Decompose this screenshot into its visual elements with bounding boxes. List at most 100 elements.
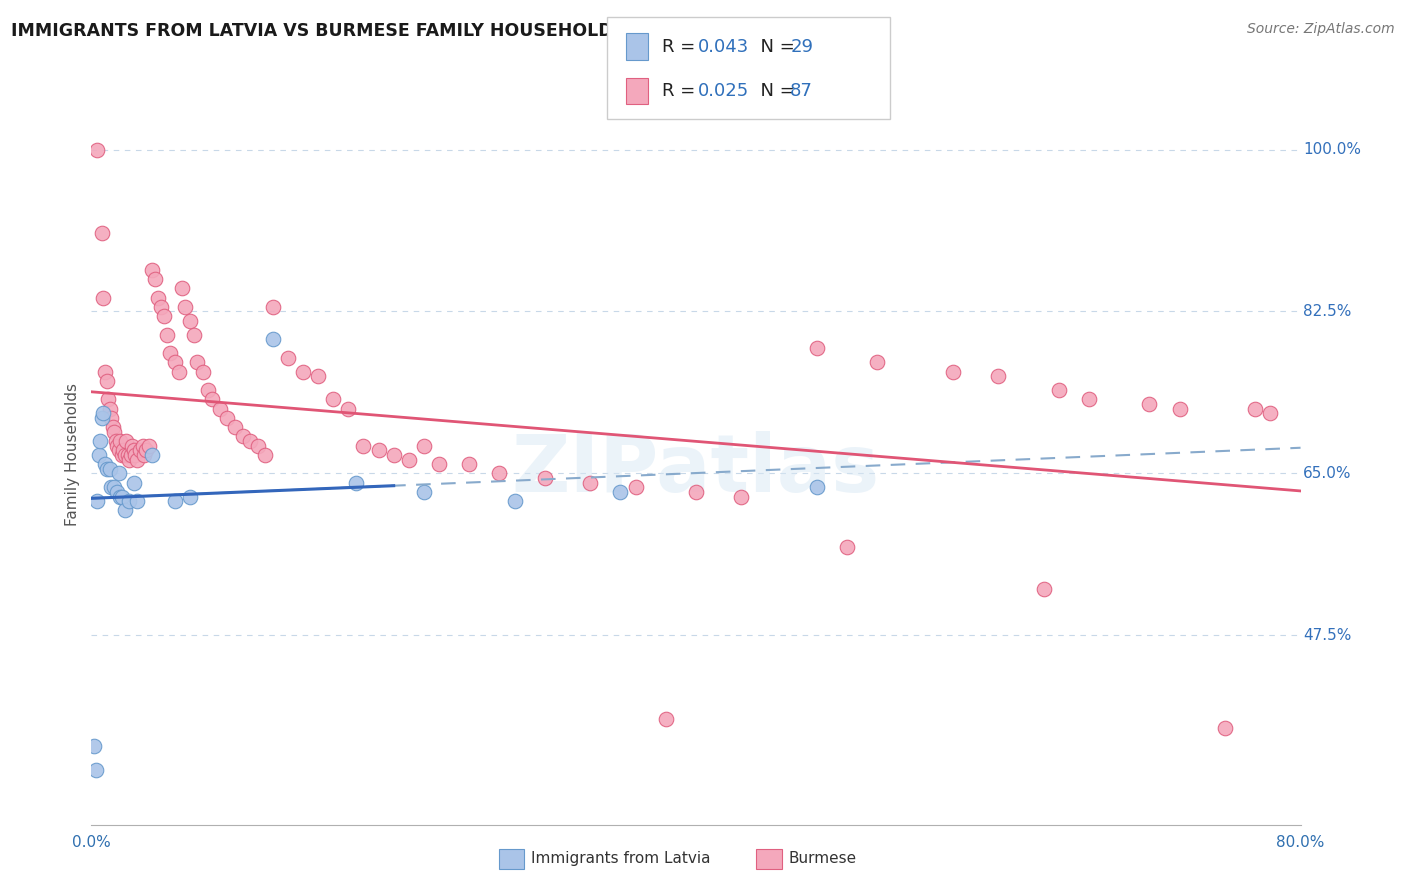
Point: [179, 490, 201, 504]
Point: [488, 467, 510, 481]
Point: [115, 434, 138, 448]
Point: [141, 262, 163, 277]
Point: [427, 457, 450, 471]
Point: [132, 439, 155, 453]
Point: [111, 490, 132, 504]
Point: [1139, 397, 1161, 411]
Point: [146, 291, 169, 305]
Point: [128, 443, 150, 458]
Point: [103, 480, 125, 494]
Text: N =: N =: [749, 37, 801, 55]
Point: [262, 332, 284, 346]
Point: [163, 355, 186, 369]
Point: [239, 434, 262, 448]
Point: [112, 443, 135, 458]
Text: 29: 29: [790, 37, 813, 55]
Point: [179, 314, 201, 328]
Point: [262, 300, 284, 314]
Point: [117, 448, 139, 462]
Text: 47.5%: 47.5%: [1303, 628, 1351, 643]
Point: [93, 406, 115, 420]
Point: [111, 448, 132, 462]
Point: [806, 480, 828, 494]
Point: [337, 401, 360, 416]
Point: [533, 471, 555, 485]
Point: [94, 365, 117, 379]
Point: [201, 392, 224, 407]
Point: [114, 448, 136, 462]
Text: ZIPatlas: ZIPatlas: [512, 431, 880, 508]
Point: [96, 462, 118, 476]
Point: [352, 439, 374, 453]
Text: N =: N =: [749, 82, 801, 100]
Point: [866, 355, 889, 369]
Point: [224, 420, 246, 434]
Point: [186, 355, 208, 369]
Point: [254, 448, 277, 462]
Point: [322, 392, 344, 407]
Point: [156, 327, 179, 342]
Point: [86, 494, 108, 508]
Point: [159, 346, 181, 360]
Point: [172, 281, 194, 295]
Point: [413, 485, 436, 500]
Point: [97, 392, 120, 407]
Point: [167, 365, 190, 379]
Point: [98, 462, 121, 476]
Point: [987, 369, 1010, 384]
Text: 82.5%: 82.5%: [1303, 304, 1351, 319]
Point: [149, 300, 172, 314]
Point: [104, 434, 127, 448]
Text: Source: ZipAtlas.com: Source: ZipAtlas.com: [1247, 22, 1395, 37]
Point: [94, 457, 117, 471]
Point: [98, 401, 121, 416]
Point: [84, 763, 107, 777]
Text: 0.025: 0.025: [697, 82, 748, 100]
Y-axis label: Family Households: Family Households: [65, 384, 80, 526]
Point: [100, 480, 122, 494]
Point: [141, 448, 163, 462]
Point: [1213, 721, 1236, 735]
Point: [183, 327, 205, 342]
Text: R =: R =: [662, 82, 702, 100]
Point: [835, 541, 858, 555]
Point: [217, 411, 239, 425]
Point: [163, 494, 186, 508]
Point: [83, 739, 105, 754]
Point: [121, 439, 143, 453]
Text: 65.0%: 65.0%: [1303, 466, 1351, 481]
Point: [344, 475, 367, 490]
Text: 0.043: 0.043: [697, 37, 748, 55]
Point: [246, 439, 269, 453]
Text: 100.0%: 100.0%: [1303, 142, 1361, 157]
Point: [730, 490, 752, 504]
Point: [609, 485, 631, 500]
Point: [100, 411, 122, 425]
Point: [277, 351, 299, 365]
Point: [174, 300, 197, 314]
Point: [138, 439, 160, 453]
Point: [307, 369, 329, 384]
Point: [105, 485, 128, 500]
Point: [1168, 401, 1191, 416]
Point: [91, 411, 114, 425]
Point: [1244, 401, 1267, 416]
Point: [122, 443, 145, 458]
Point: [87, 448, 110, 462]
Point: [108, 490, 131, 504]
Point: [231, 429, 253, 443]
Point: [654, 712, 676, 726]
Point: [1077, 392, 1099, 407]
Point: [458, 457, 481, 471]
Point: [124, 448, 146, 462]
Point: [685, 485, 707, 500]
Point: [197, 383, 219, 397]
Point: [503, 494, 526, 508]
Point: [103, 425, 125, 439]
Text: 87: 87: [790, 82, 813, 100]
Point: [96, 374, 118, 388]
Point: [1032, 582, 1054, 596]
Point: [208, 401, 231, 416]
Point: [118, 452, 141, 467]
Point: [118, 494, 141, 508]
